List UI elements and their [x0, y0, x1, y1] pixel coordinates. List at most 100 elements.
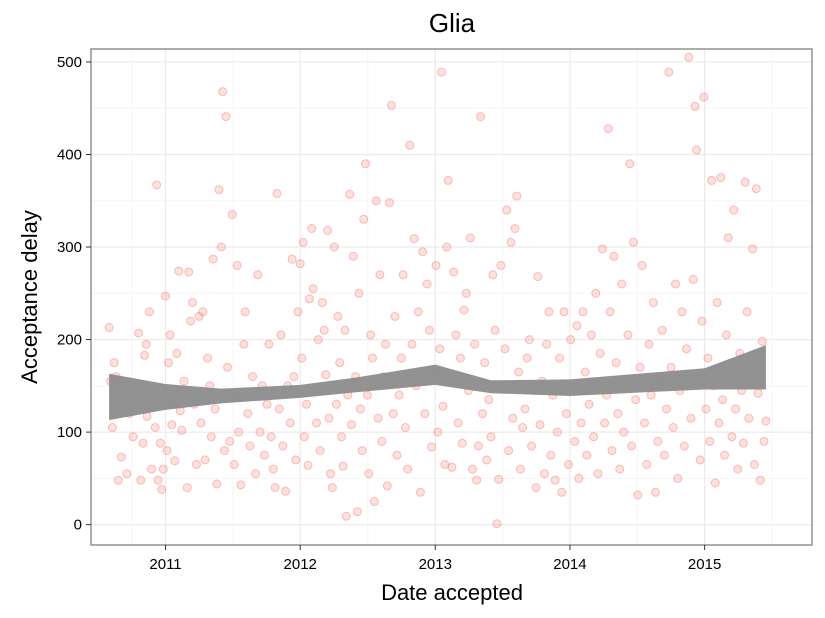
data-point [727, 432, 737, 442]
data-point [232, 261, 242, 270]
data-point [531, 483, 541, 493]
data-point [381, 339, 390, 349]
data-point [731, 404, 741, 414]
data-point [221, 112, 231, 122]
data-point [516, 464, 525, 474]
data-point [331, 399, 341, 409]
data-point [492, 519, 502, 529]
data-point [720, 450, 730, 460]
data-point [524, 335, 534, 345]
data-point [206, 432, 216, 442]
data-point [457, 438, 467, 448]
data-point [352, 507, 362, 517]
data-point [253, 270, 263, 280]
data-point [657, 325, 667, 335]
data-point [433, 427, 443, 437]
data-point [208, 254, 218, 264]
data-point [152, 180, 162, 190]
data-point [435, 344, 445, 354]
data-point [165, 330, 175, 340]
data-point [147, 464, 156, 474]
data-point [214, 185, 224, 195]
data-point [424, 325, 434, 335]
data-point [465, 233, 475, 243]
data-point [570, 436, 580, 446]
data-point [451, 330, 461, 340]
data-point [270, 483, 280, 493]
data-point [559, 307, 569, 317]
data-point [572, 321, 582, 331]
data-point [666, 362, 676, 372]
data-point [627, 441, 637, 451]
data-point [504, 446, 514, 456]
data-point [340, 325, 350, 335]
data-point [196, 418, 206, 428]
data-point [299, 432, 309, 442]
data-point [699, 92, 709, 102]
data-point [442, 242, 452, 252]
data-point [326, 469, 335, 479]
data-point [385, 198, 394, 208]
data-point [259, 450, 269, 460]
data-point [335, 358, 345, 368]
data-point [535, 420, 545, 430]
data-point [546, 450, 556, 460]
data-point [297, 353, 307, 363]
data-point [508, 413, 518, 423]
data-point [576, 418, 586, 428]
data-point [695, 455, 705, 465]
data-point [369, 497, 379, 506]
data-point [227, 210, 237, 220]
data-point [194, 311, 204, 321]
data-point [542, 339, 552, 349]
data-point [710, 478, 720, 488]
data-point [218, 87, 228, 97]
data-point [210, 404, 220, 414]
data-point [416, 487, 425, 497]
data-point [749, 460, 759, 469]
y-tick-label: 200 [57, 332, 82, 349]
data-point [468, 464, 477, 474]
data-point [751, 184, 761, 194]
data-point [245, 441, 255, 451]
data-point [527, 441, 537, 451]
data-point [671, 279, 680, 289]
data-point [373, 413, 383, 423]
data-point [368, 353, 377, 363]
data-point [607, 446, 617, 456]
data-point [420, 409, 430, 419]
data-point [400, 423, 410, 432]
data-point [272, 188, 282, 198]
data-point [490, 325, 500, 335]
data-point [248, 372, 258, 382]
data-point [291, 455, 301, 465]
x-axis-ticks: 2011 2012 2013 2014 2015 [149, 545, 721, 573]
panel-border [90, 48, 813, 546]
data-point [200, 455, 210, 465]
data-point [186, 316, 196, 326]
data-point [319, 325, 329, 335]
data-point [177, 425, 187, 435]
data-point [157, 485, 167, 494]
data-point [122, 469, 132, 479]
data-point [107, 423, 117, 432]
data-point [744, 413, 754, 423]
data-point [506, 237, 516, 247]
data-point [437, 67, 446, 77]
data-point [486, 432, 496, 442]
y-tick-label: 400 [57, 146, 82, 163]
data-point [586, 330, 596, 340]
data-point [447, 462, 457, 472]
data-point [716, 173, 726, 183]
data-point [761, 416, 771, 426]
data-point [615, 464, 625, 474]
data-point [714, 418, 724, 428]
data-point [317, 298, 327, 308]
data-point [347, 420, 356, 430]
data-point [591, 288, 601, 298]
data-point [742, 307, 752, 317]
data-point [298, 237, 308, 247]
data-point [651, 487, 660, 497]
data-point [392, 450, 402, 460]
